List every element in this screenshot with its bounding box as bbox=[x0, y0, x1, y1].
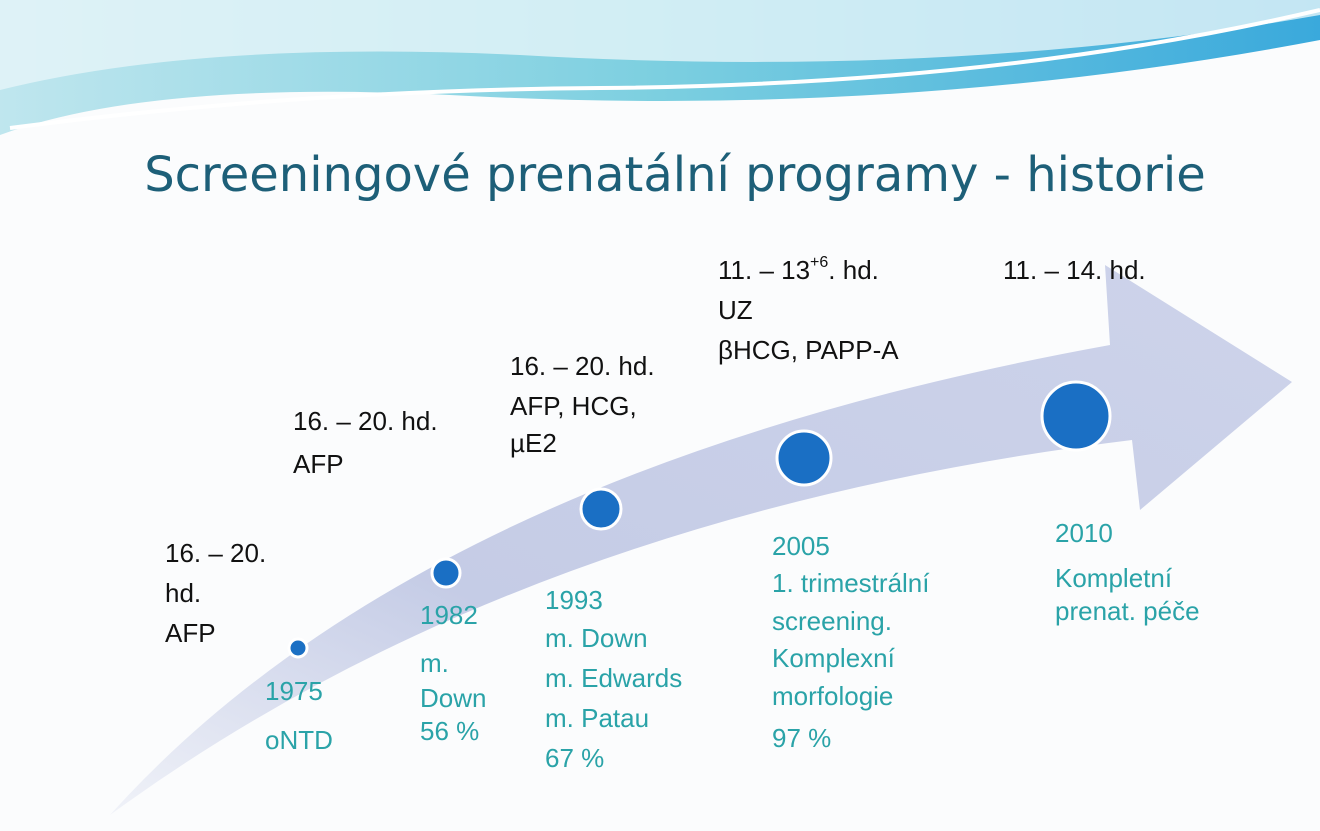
milestone-detail: oNTD bbox=[265, 725, 333, 755]
milestone-detail: Komplexní bbox=[772, 643, 896, 673]
milestone-period: AFP bbox=[293, 449, 344, 479]
milestones: 16. – 20. hd. AFP 1975 oNTD 16. – 20. hd. AFP… bbox=[165, 254, 1200, 773]
milestone-dot bbox=[579, 487, 623, 531]
milestone-detail: 56 % bbox=[420, 716, 479, 746]
timeline-arrow bbox=[110, 265, 1292, 815]
milestone-period: µE2 bbox=[510, 428, 557, 458]
milestone-period: 11. – 14. hd. bbox=[1003, 255, 1146, 285]
period-text: 11. – 13 bbox=[718, 255, 810, 285]
top-wave-light bbox=[0, 0, 1320, 90]
milestone-detail: 1. trimestrální bbox=[772, 568, 930, 598]
milestone-detail: prenat. péče bbox=[1055, 596, 1200, 626]
milestone-period: βHCG, PAPP-A bbox=[718, 335, 899, 365]
milestone-dot bbox=[430, 557, 462, 589]
milestone-detail: m. Down bbox=[545, 623, 648, 653]
milestone-detail: 2005 bbox=[772, 531, 830, 561]
milestone-dot bbox=[775, 429, 833, 487]
milestone-detail: Down bbox=[420, 683, 486, 713]
milestone-dot bbox=[287, 637, 309, 659]
milestone-dot bbox=[1040, 380, 1112, 452]
milestone-detail: 97 % bbox=[772, 723, 831, 753]
milestone-detail: morfologie bbox=[772, 681, 893, 711]
milestone-detail: m. bbox=[420, 648, 449, 678]
milestone-detail: 1993 bbox=[545, 585, 603, 615]
milestone-detail: 1982 bbox=[420, 600, 478, 630]
milestone-detail: screening. bbox=[772, 606, 892, 636]
period-superscript: +6 bbox=[810, 254, 828, 271]
milestone-period: 16. – 20. hd. bbox=[293, 406, 438, 436]
milestone-detail: m. Patau bbox=[545, 703, 649, 733]
milestone-detail: 1975 bbox=[265, 676, 323, 706]
milestone-period: 16. – 20. bbox=[165, 538, 266, 568]
milestone-detail: 67 % bbox=[545, 743, 604, 773]
milestone-period: 16. – 20. hd. bbox=[510, 351, 655, 381]
milestone-period: AFP, HCG, bbox=[510, 391, 637, 421]
slide-title: Screeningové prenatální programy - histo… bbox=[144, 147, 1206, 203]
milestone-period: AFP bbox=[165, 618, 216, 648]
milestone-period: 11. – 13+6. hd. bbox=[718, 254, 879, 285]
milestone-period: UZ bbox=[718, 295, 753, 325]
milestone-detail: 2010 bbox=[1055, 518, 1113, 548]
milestone-detail: m. Edwards bbox=[545, 663, 682, 693]
wave-line bbox=[9, 8, 1320, 130]
milestone-detail: Kompletní bbox=[1055, 563, 1173, 593]
milestone-period: hd. bbox=[165, 578, 201, 608]
period-text: . hd. bbox=[828, 255, 879, 285]
